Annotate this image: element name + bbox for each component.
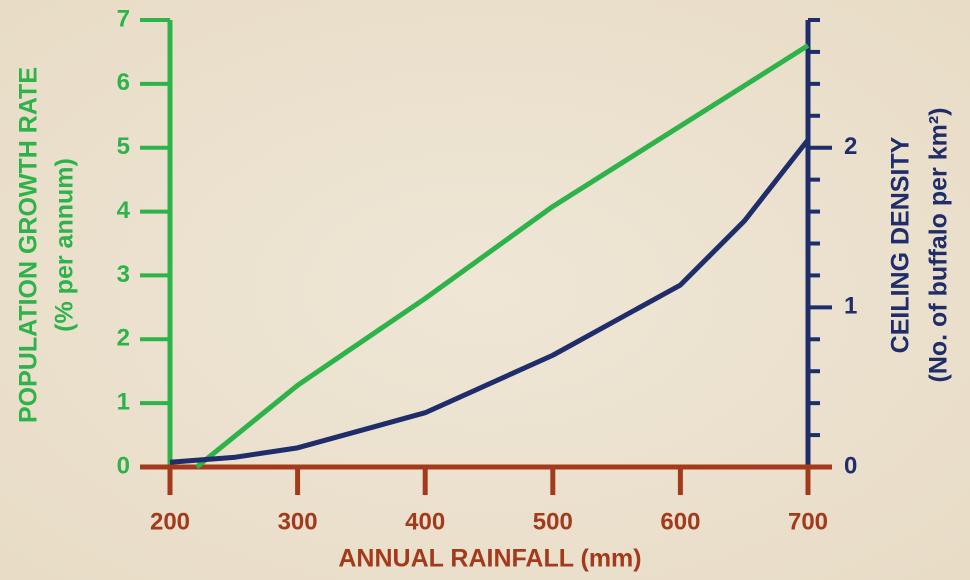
y-tick-label: 7 — [117, 5, 130, 32]
y2-tick-label: 0 — [844, 452, 857, 479]
y-tick-label: 4 — [117, 197, 131, 224]
y-tick-label: 2 — [117, 325, 130, 352]
x-axis-label: ANNUAL RAINFALL (mm) — [338, 545, 641, 573]
x-tick-label: 300 — [278, 508, 318, 535]
y-tick-label: 3 — [117, 261, 130, 288]
x-tick-label: 600 — [660, 508, 700, 535]
y-axis-label: (% per annum) — [51, 158, 79, 332]
x-tick-label: 700 — [788, 508, 828, 535]
y-tick-label: 5 — [117, 133, 130, 160]
y2-axis-label: (No. of buffalo per km²) — [925, 108, 953, 383]
chart: ANNUAL RAINFALL (mm) POPULATION GROWTH R… — [0, 0, 970, 580]
y2-axis-label: CEILING DENSITY — [887, 136, 915, 353]
y-tick-label: 6 — [117, 69, 130, 96]
x-tick-label: 400 — [405, 508, 445, 535]
y2-tick-label: 1 — [844, 293, 857, 320]
x-tick-label: 200 — [150, 508, 190, 535]
y2-tick-label: 2 — [844, 133, 857, 160]
x-tick-label: 500 — [533, 508, 573, 535]
series-line — [197, 46, 808, 467]
y-tick-label: 1 — [117, 388, 130, 415]
y-tick-label: 0 — [117, 452, 130, 479]
y-axis-label: POPULATION GROWTH RATE — [15, 67, 43, 423]
